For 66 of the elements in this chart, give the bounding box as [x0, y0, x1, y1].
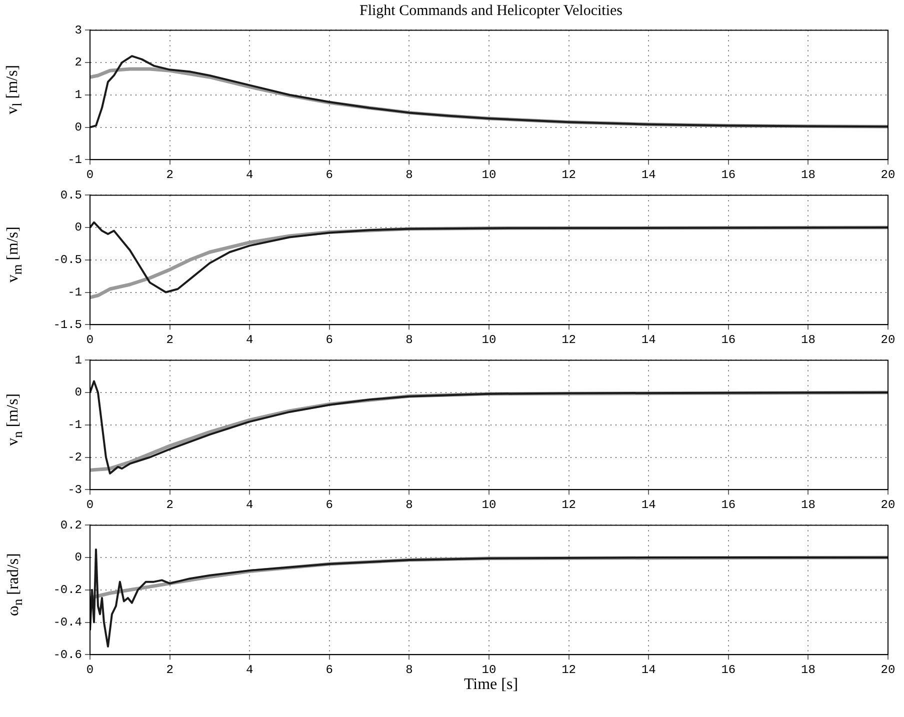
x-tick-label: 10 — [482, 662, 496, 677]
x-tick-label: 6 — [326, 332, 333, 347]
chart-title: Flight Commands and Helicopter Velocities — [358, 2, 624, 20]
y-tick-label: 0 — [74, 220, 82, 235]
x-tick-label: 16 — [721, 168, 736, 182]
x-tick-label: 0 — [86, 498, 94, 512]
x-tick-label: 4 — [246, 168, 254, 182]
x-tick-label: 6 — [326, 168, 333, 182]
y-tick-label: -1 — [68, 285, 82, 300]
x-tick-label: 2 — [166, 662, 174, 677]
x-tick-label: 16 — [721, 332, 736, 347]
x-tick-label: 16 — [721, 498, 736, 512]
x-tick-label: 4 — [246, 498, 254, 512]
x-tick-label: 14 — [641, 662, 656, 677]
x-tick-label: 20 — [880, 168, 896, 182]
x-tick-label: 14 — [641, 332, 656, 347]
y-tick-label: -3 — [68, 482, 82, 497]
y-tick-label: -1 — [68, 418, 82, 432]
y-tick-label: 3 — [74, 23, 82, 38]
y-tick-label: 1 — [74, 353, 82, 368]
y-tick-label: -0.6 — [53, 648, 82, 662]
y-tick-label: 1 — [74, 88, 82, 102]
x-tick-label: 10 — [482, 498, 496, 512]
x-tick-label: 8 — [406, 498, 413, 512]
x-tick-label: 18 — [800, 662, 816, 677]
y-tick-label: 0 — [74, 386, 82, 400]
x-tick-label: 14 — [641, 168, 656, 182]
x-tick-label: 2 — [166, 168, 174, 182]
y-tick-label: 0.5 — [60, 188, 82, 202]
x-tick-label: 18 — [800, 332, 816, 347]
y-tick-label: 2 — [74, 56, 82, 70]
y-tick-label: -1.5 — [53, 318, 82, 332]
x-tick-label: 12 — [562, 662, 576, 677]
x-tick-label: 0 — [86, 662, 94, 677]
x-tick-label: 18 — [800, 168, 816, 182]
x-tick-label: 12 — [562, 498, 576, 512]
x-tick-label: 8 — [406, 332, 413, 347]
x-tick-label: 0 — [86, 332, 94, 347]
x-tick-label: 2 — [166, 498, 174, 512]
x-tick-label: 10 — [482, 332, 496, 347]
x-tick-label: 20 — [880, 332, 896, 347]
x-tick-label: 14 — [641, 498, 656, 512]
x-tick-label: 6 — [326, 662, 333, 677]
x-tick-label: 18 — [800, 498, 816, 512]
y-tick-label: 0 — [74, 120, 82, 134]
y-tick-label: -2 — [68, 450, 82, 464]
x-tick-label: 16 — [721, 662, 736, 677]
y-tick-label: -1 — [68, 152, 82, 167]
y-tick-label: -0.5 — [53, 253, 82, 268]
y-tick-label: -0.2 — [53, 583, 82, 598]
x-tick-label: 8 — [406, 168, 413, 182]
x-tick-label: 12 — [562, 168, 576, 182]
x-tick-label: 6 — [326, 498, 333, 512]
x-tick-label: 10 — [482, 168, 496, 182]
y-tick-label: 0 — [74, 550, 82, 565]
x-tick-label: 0 — [86, 168, 94, 182]
x-tick-label: 8 — [406, 662, 413, 677]
x-tick-label: 2 — [166, 332, 174, 347]
x-tick-label: 4 — [246, 662, 254, 677]
x-tick-label: 20 — [880, 662, 896, 677]
x-tick-label: 4 — [246, 332, 254, 347]
y-tick-label: -0.4 — [53, 615, 82, 630]
y-tick-label: 0.2 — [60, 518, 82, 532]
x-tick-label: 20 — [880, 498, 896, 512]
x-tick-label: 12 — [562, 332, 576, 347]
x-axis-title: Time [s] — [462, 676, 520, 694]
